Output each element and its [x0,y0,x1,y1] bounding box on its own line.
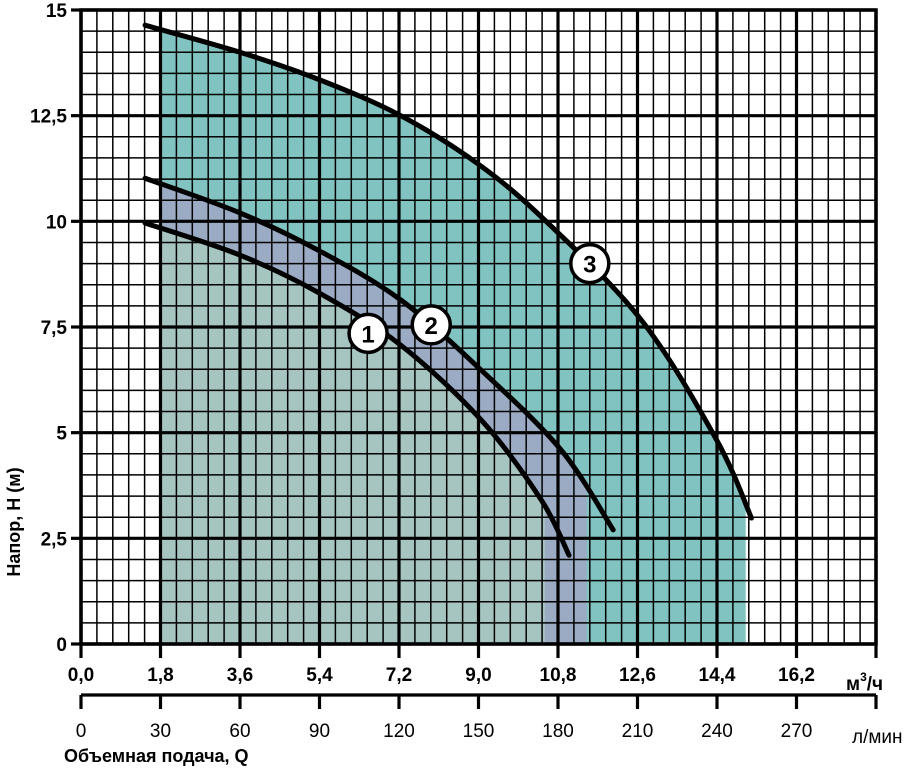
x-tick-label: 12,6 [619,665,656,686]
curve-label-2: 2 [425,313,438,340]
pump-curve-2 [142,175,616,533]
x2-tick-label: 30 [150,721,171,742]
x2-tick-label: 180 [542,721,574,742]
y-tick-label: 0 [56,635,67,656]
x-tick-label: 3,6 [227,665,253,686]
y-axis-title: Напор, Н (м) [4,467,24,576]
x2-tick-label: 240 [701,721,733,742]
grid [79,8,878,646]
curve-label-1: 1 [361,321,374,348]
y-tick-label: 12,5 [30,107,67,128]
pump-curve-3 [142,22,754,521]
x2-unit-label: л/мин [852,727,903,748]
x-tick-label: 10,8 [540,665,577,686]
x2-tick-label: 150 [463,721,495,742]
x-tick-label: 9,0 [465,665,491,686]
x-axis-title: Объемная подача, Q [64,746,249,766]
x-tick-label: 16,2 [778,665,815,686]
curve-labels: 1 2 3 [347,242,611,355]
curve-label-circle-2 [410,304,452,346]
x-tick-label: 14,4 [699,665,736,686]
x-tick-label: 1,8 [147,665,173,686]
y-tick-label: 10 [46,212,67,233]
y-tick-label: 2,5 [41,529,68,550]
x2-tick-label: 120 [383,721,415,742]
x2-tick-label: 270 [781,721,813,742]
y-tick-label: 5 [56,424,67,445]
curve-label-circle-3 [569,242,611,285]
pump-curve-1 [142,220,572,558]
x2-tick-label: 0 [76,721,87,742]
x-tick-label: 0,0 [68,665,94,686]
pump-curves [142,22,754,558]
x-tick-label: 5,4 [306,665,333,686]
y-tick-label: 15 [46,1,68,22]
y-tick-label: 7,5 [41,318,68,339]
operating-area-fills [160,29,746,645]
x2-tick-label: 90 [309,721,330,742]
x2-tick-label: 60 [229,721,250,742]
curve-label-circle-1 [347,312,389,355]
x2-tick-label: 210 [622,721,654,742]
x-tick-label: 7,2 [386,665,412,686]
x-unit-label: м3/ч [846,670,883,695]
curve-label-3: 3 [583,252,596,279]
